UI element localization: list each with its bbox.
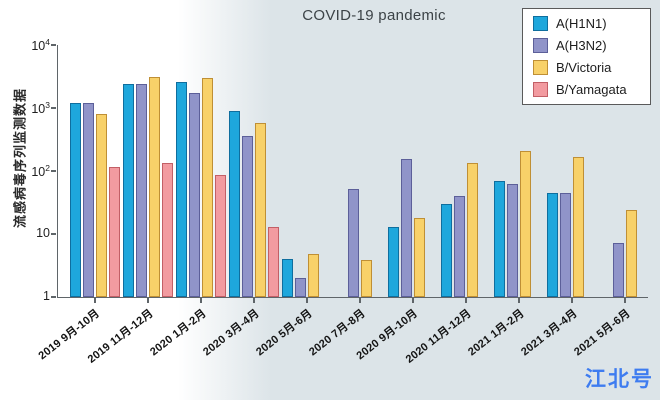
legend-swatch xyxy=(533,16,548,32)
x-tick xyxy=(306,298,308,303)
bar xyxy=(255,123,266,297)
bar xyxy=(441,204,452,297)
x-tick-label-text: 2020 3月-4月 xyxy=(200,307,262,359)
bar xyxy=(467,163,478,297)
bar xyxy=(136,84,147,297)
x-tick-label-text: 2021 5月-6月 xyxy=(571,307,633,359)
x-tick xyxy=(147,298,149,303)
bar xyxy=(229,111,240,297)
bar xyxy=(520,151,531,297)
y-tick-label: 103 xyxy=(31,100,50,117)
bar xyxy=(507,184,518,297)
bar xyxy=(83,103,94,297)
bar xyxy=(162,163,173,297)
x-tick xyxy=(518,298,520,303)
x-tick xyxy=(412,298,414,303)
bar xyxy=(282,259,293,297)
bar xyxy=(268,227,279,297)
legend-swatch xyxy=(533,38,548,54)
bar xyxy=(454,196,465,297)
bar xyxy=(573,157,584,297)
chart-title: COVID-19 pandemic xyxy=(302,7,446,24)
bar xyxy=(560,193,571,297)
bar xyxy=(242,136,253,297)
x-tick xyxy=(253,298,255,303)
legend-label: B/Yamagata xyxy=(556,81,627,97)
y-tick xyxy=(51,233,56,235)
bar xyxy=(388,227,399,297)
x-tick-label-text: 2020 1月-2月 xyxy=(147,307,209,359)
legend: A(H1N1) A(H3N2) B/Victoria B/Yamagata xyxy=(522,8,651,105)
plot-area xyxy=(58,45,648,297)
bar xyxy=(70,103,81,297)
bar xyxy=(202,78,213,297)
bar xyxy=(215,175,226,297)
legend-label: B/Victoria xyxy=(556,59,612,75)
bar xyxy=(613,243,624,297)
x-tick-label-text: 2020 5月-6月 xyxy=(253,307,315,359)
x-tick-label-text: 2021 1月-2月 xyxy=(465,307,527,359)
legend-label: A(H3N2) xyxy=(556,38,607,54)
bar xyxy=(109,167,120,297)
bar xyxy=(176,82,187,297)
watermark: 江北号 xyxy=(585,368,654,391)
bar xyxy=(149,77,160,297)
legend-label: A(H1N1) xyxy=(556,16,607,32)
legend-item: A(H3N2) xyxy=(533,38,650,54)
bar xyxy=(626,210,637,297)
y-tick xyxy=(51,296,56,298)
bar xyxy=(414,218,425,297)
bar xyxy=(96,114,107,297)
y-tick-label: 102 xyxy=(31,163,50,180)
x-tick xyxy=(465,298,467,303)
bar xyxy=(494,181,505,297)
y-tick xyxy=(51,107,56,109)
bar xyxy=(348,189,359,297)
legend-swatch xyxy=(533,59,548,75)
legend-item: B/Yamagata xyxy=(533,81,650,97)
y-tick-label: 10 xyxy=(36,226,50,240)
y-tick-label: 104 xyxy=(31,37,50,54)
y-tick-label: 1 xyxy=(43,289,50,303)
y-axis-line xyxy=(56,45,58,298)
x-tick xyxy=(624,298,626,303)
x-tick-label-text: 2021 3月-4月 xyxy=(518,307,580,359)
legend-item: A(H1N1) xyxy=(533,16,650,32)
bar xyxy=(295,278,306,297)
x-tick xyxy=(94,298,96,303)
legend-item: B/Victoria xyxy=(533,59,650,75)
x-tick xyxy=(571,298,573,303)
bar xyxy=(308,254,319,297)
legend-swatch xyxy=(533,81,548,97)
x-tick xyxy=(359,298,361,303)
bar xyxy=(401,159,412,297)
bar xyxy=(361,260,372,297)
bar xyxy=(547,193,558,297)
y-tick xyxy=(51,44,56,46)
x-tick xyxy=(200,298,202,303)
bar xyxy=(123,84,134,297)
bar xyxy=(189,93,200,297)
x-axis-line xyxy=(56,296,648,298)
y-tick xyxy=(51,170,56,172)
